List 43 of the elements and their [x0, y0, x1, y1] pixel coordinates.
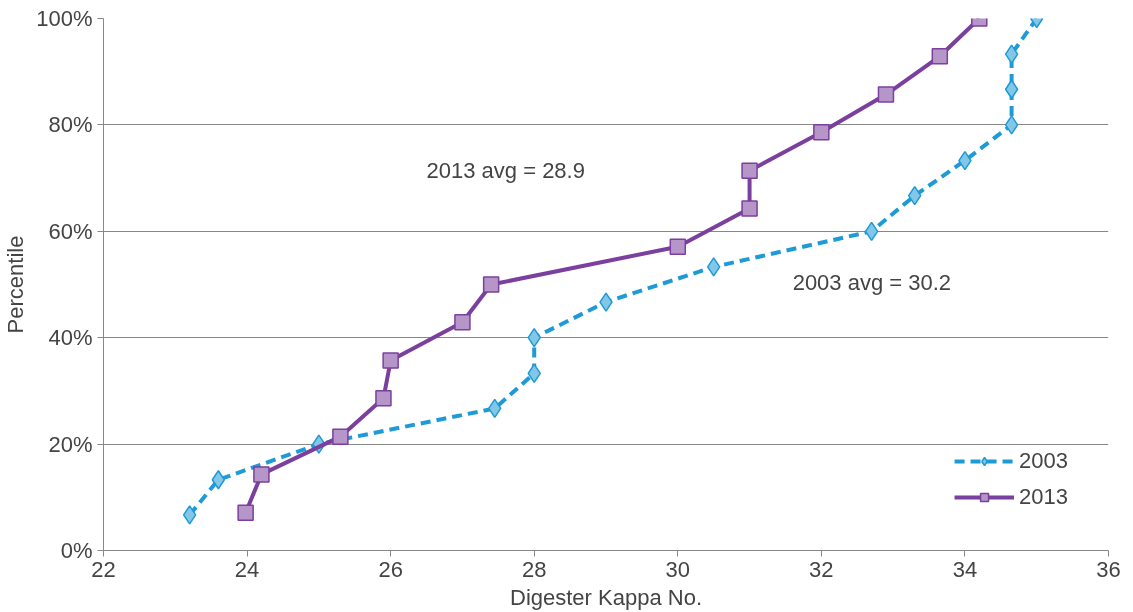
y-tick-label: 0% — [60, 538, 93, 563]
point — [599, 292, 613, 312]
point — [1004, 79, 1019, 100]
point — [1004, 115, 1019, 135]
point — [706, 257, 721, 277]
x-tick-label: 32 — [809, 556, 834, 582]
annotation: 2013 avg = 28.9 — [426, 158, 585, 184]
point — [211, 469, 226, 490]
point — [813, 124, 830, 141]
x-tick-label: 28 — [521, 556, 547, 582]
point — [741, 162, 758, 179]
point — [877, 86, 895, 103]
x-tick-label: 36 — [1096, 556, 1121, 582]
point — [864, 221, 879, 242]
point — [454, 314, 471, 331]
y-tick-label: 20% — [48, 431, 93, 457]
point — [182, 505, 197, 525]
point — [741, 200, 758, 217]
point — [907, 185, 922, 206]
point — [487, 398, 502, 419]
legend-label: 2013 — [1019, 484, 1068, 510]
point — [237, 504, 254, 521]
x-tick-label: 30 — [665, 556, 691, 582]
point — [382, 352, 399, 369]
point — [375, 390, 392, 407]
point — [1004, 44, 1019, 64]
y-tick-label: 80% — [48, 112, 93, 138]
annotation: 2003 avg = 30.2 — [792, 270, 952, 296]
y-tick-label: 60% — [48, 218, 93, 244]
x-tick-label: 34 — [952, 556, 978, 582]
y-tick-label: 40% — [48, 325, 93, 351]
point — [332, 428, 349, 445]
point — [253, 466, 270, 483]
x-tick-label: 22 — [91, 556, 116, 582]
x-tick-label: 24 — [234, 556, 260, 582]
x-tick-label: 26 — [378, 556, 403, 582]
point — [931, 48, 949, 65]
y-axis-title: Percentile — [3, 235, 29, 334]
legend-label: 2003 — [1019, 448, 1068, 474]
y-tick-label: 100% — [36, 6, 93, 31]
point — [482, 276, 500, 293]
point — [669, 238, 687, 255]
x-axis-title: Digester Kappa No. — [510, 584, 702, 610]
